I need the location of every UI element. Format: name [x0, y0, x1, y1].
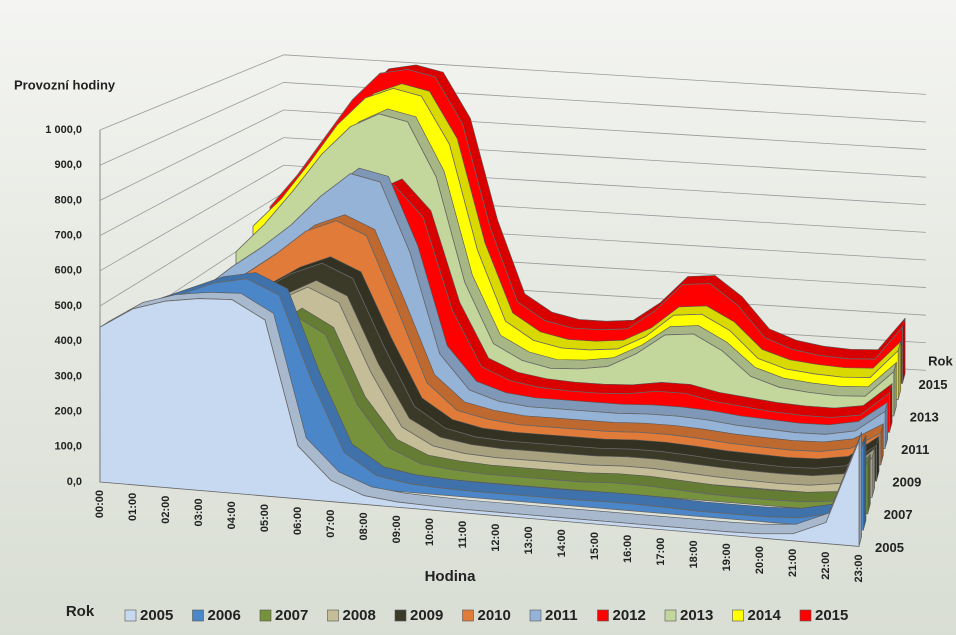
y-tick-label: 800,0: [54, 194, 82, 206]
legend-label: 2014: [748, 607, 782, 624]
y-tick-label: 1 000,0: [45, 124, 82, 136]
legend-label: 2007: [275, 607, 308, 624]
y-tick-label: 400,0: [54, 335, 82, 347]
chart: Provozní hodiny Hodina Rok 0,0 100,0 200,0…: [0, 0, 956, 635]
x-tick-label: 18:00: [688, 540, 700, 568]
y-tick-label: 600,0: [54, 265, 82, 277]
x-tick-label: 20:00: [754, 546, 766, 574]
legend-swatch: [463, 610, 474, 621]
depth-tick-label: 2013: [910, 409, 939, 424]
legend-swatch: [328, 610, 339, 621]
x-tick-label: 06:00: [292, 507, 304, 535]
x-tick-label: 13:00: [523, 526, 535, 554]
y-axis-title: Provozní hodiny: [14, 77, 116, 92]
x-tick-label: 03:00: [193, 498, 205, 526]
legend-swatch: [125, 610, 136, 621]
x-tick-label: 04:00: [226, 501, 238, 529]
y-tick-label: 0,0: [67, 476, 82, 488]
depth-tick-label: 2009: [892, 475, 921, 490]
legend-swatch: [800, 610, 811, 621]
legend-swatch: [395, 610, 406, 621]
legend-label: 2009: [410, 607, 443, 624]
x-tick-label: 12:00: [490, 524, 502, 552]
x-tick-label: 22:00: [820, 552, 832, 580]
x-tick-label: 08:00: [358, 512, 370, 540]
depth-tick-label: 2011: [901, 442, 929, 457]
x-tick-label: 09:00: [391, 515, 403, 543]
depth-tick-label: 2005: [875, 540, 904, 555]
x-axis-title: Hodina: [425, 568, 476, 585]
legend-swatch: [260, 610, 271, 621]
x-tick-label: 14:00: [556, 529, 568, 557]
legend-label: 2015: [815, 607, 848, 624]
y-tick-label: 100,0: [54, 441, 82, 453]
y-tick-label: 300,0: [54, 370, 82, 382]
legend-swatch: [665, 610, 676, 621]
y-tick-label: 200,0: [54, 406, 82, 418]
legend-swatch: [598, 610, 609, 621]
legend-swatch: [193, 610, 204, 621]
depth-tick-label: 2007: [884, 507, 913, 522]
x-tick-label: 11:00: [457, 521, 469, 549]
x-tick-label: 16:00: [622, 535, 634, 563]
x-tick-label: 15:00: [589, 532, 601, 560]
y-tick-label: 700,0: [54, 230, 82, 242]
legend-label: 2013: [680, 607, 713, 624]
x-tick-label: 05:00: [259, 504, 271, 532]
legend-label: 2010: [478, 607, 511, 624]
legend-swatch: [733, 610, 744, 621]
legend-label: 2011: [545, 607, 578, 624]
legend-swatch: [530, 610, 541, 621]
x-tick-label: 23:00: [853, 554, 865, 582]
x-tick-label: 01:00: [127, 493, 139, 521]
x-tick-label: 07:00: [325, 510, 337, 538]
x-tick-label: 21:00: [787, 549, 799, 577]
legend-label: 2005: [140, 607, 173, 624]
legend-label: 2012: [613, 607, 646, 624]
legend-label: 2006: [208, 607, 241, 624]
x-tick-label: 17:00: [655, 538, 667, 566]
depth-axis-title: Rok: [928, 354, 953, 369]
x-tick-label: 10:00: [424, 518, 436, 546]
y-tick-label: 500,0: [54, 300, 82, 312]
y-tick-label: 900,0: [54, 159, 82, 171]
x-tick-label: 00:00: [94, 490, 106, 518]
depth-tick-label: 2015: [919, 377, 948, 392]
x-tick-label: 02:00: [160, 496, 172, 524]
x-tick-label: 19:00: [721, 543, 733, 571]
legend-title: Rok: [66, 603, 95, 620]
legend-label: 2008: [343, 607, 376, 624]
